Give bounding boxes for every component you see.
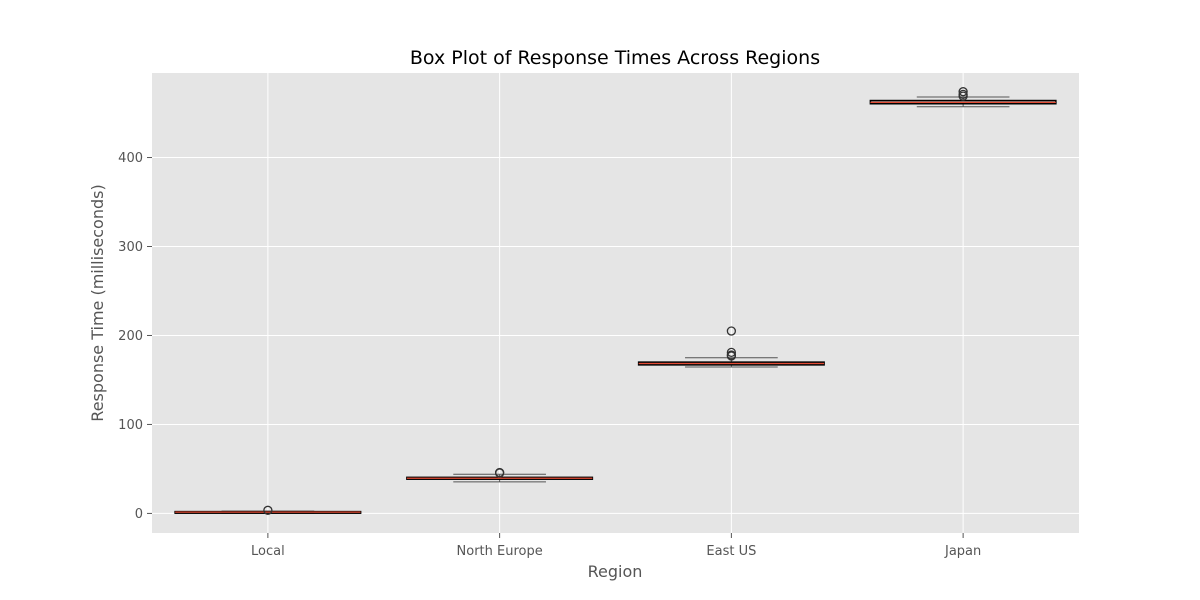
x-axis-label: Region <box>588 562 643 581</box>
box-group-north-europe <box>406 467 594 483</box>
x-tick-labels: Local North Europe East US Japan <box>251 533 981 559</box>
box-group-japan <box>869 87 1057 108</box>
x-tick-label: East US <box>706 544 756 559</box>
plot-area-background <box>152 73 1079 533</box>
boxes <box>174 87 1057 515</box>
x-tick-label: Japan <box>944 544 981 559</box>
x-tick-label: Local <box>251 544 285 559</box>
outlier-point <box>726 326 737 336</box>
outlier-point <box>726 347 737 358</box>
outlier-point <box>726 351 737 361</box>
outlier-point <box>263 505 273 515</box>
y-tick-label: 400 <box>118 151 143 166</box>
y-axis-label: Response Time (milliseconds) <box>88 184 107 421</box>
y-tick-label: 300 <box>118 240 143 255</box>
box-group-local <box>174 505 362 515</box>
outlier-point <box>958 91 968 101</box>
box-group-east-us <box>637 326 825 368</box>
y-tick-label: 100 <box>118 418 143 433</box>
y-tick-labels: 0 100 200 300 400 <box>118 151 152 522</box>
outlier-point <box>958 87 968 97</box>
grid-lines <box>152 73 1079 533</box>
x-tick-label: North Europe <box>457 544 543 559</box>
outlier-point <box>494 468 505 478</box>
y-tick-label: 0 <box>135 507 143 522</box>
chart-title: Box Plot of Response Times Across Region… <box>410 47 820 69</box>
y-tick-label: 200 <box>118 329 143 344</box>
